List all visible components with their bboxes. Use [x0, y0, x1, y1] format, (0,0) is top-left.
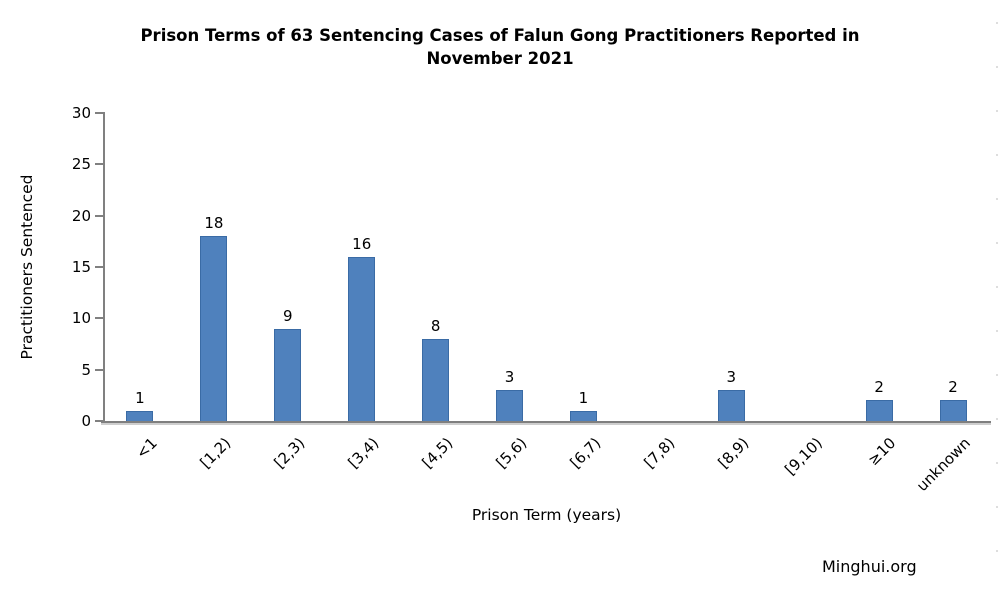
bar: [496, 390, 524, 421]
x-tick-label: [1,2): [196, 434, 235, 472]
y-tick: [95, 420, 104, 422]
y-tick-label: 15: [71, 258, 91, 276]
chart-title-line-1: Prison Terms of 63 Sentencing Cases of F…: [140, 26, 860, 45]
y-axis-title: Practitioners Sentenced: [18, 174, 36, 360]
watermark-minghui: Minghui.org: [822, 557, 917, 576]
y-tick: [95, 266, 104, 268]
y-tick-label: 30: [71, 104, 91, 122]
bar-value-label: 2: [874, 378, 884, 397]
y-tick: [95, 317, 104, 320]
bar: [422, 338, 450, 421]
bar-value-label: 1: [135, 388, 145, 407]
y-tick-label: 25: [71, 155, 91, 174]
bar-value-label: 1: [578, 388, 589, 407]
bar-value-label: 9: [283, 306, 293, 325]
x-tick-label: [3,4): [344, 434, 383, 472]
bar: [126, 410, 154, 421]
y-tick-label: 10: [71, 309, 91, 328]
chart-title-line-2: November 2021: [426, 49, 574, 68]
bar-value-label: 3: [726, 368, 737, 387]
x-tick-label: [6,7): [566, 434, 605, 472]
x-tick-label: <1: [132, 434, 161, 463]
bar: [865, 400, 893, 421]
bar: [569, 410, 597, 421]
y-tick: [95, 214, 104, 217]
x-tick-label: [4,5): [418, 434, 457, 472]
x-tick-label: [8,9): [714, 434, 753, 472]
x-tick-label: [2,3): [270, 434, 309, 472]
x-tick-label: [7,8): [640, 434, 679, 472]
bar-value-label: 16: [352, 234, 372, 253]
y-tick: [95, 368, 104, 371]
x-axis-title: Prison Term (years): [471, 506, 622, 524]
x-tick-label: unknown: [912, 434, 974, 495]
y-tick-label: 0: [81, 412, 91, 430]
bar-value-label: 8: [430, 316, 441, 335]
bar: [348, 256, 376, 421]
x-tick-label: [5,6): [492, 434, 531, 472]
bar: [200, 236, 228, 421]
right-edge-dots-decoration: [996, 22, 998, 582]
bar-value-label: 18: [204, 214, 224, 233]
bar-value-label: 3: [504, 368, 515, 387]
bar-value-label: 2: [948, 378, 958, 397]
y-axis-line: [103, 112, 105, 423]
x-axis-line: [101, 421, 991, 423]
bar: [274, 328, 302, 421]
chart-title: Prison Terms of 63 Sentencing Cases of F…: [0, 24, 1000, 70]
bar: [717, 390, 745, 421]
y-tick-label: 5: [81, 360, 91, 379]
y-tick: [95, 163, 104, 166]
x-tick-label: [9,10): [781, 434, 826, 479]
y-tick-label: 20: [71, 206, 91, 225]
bar: [939, 400, 967, 421]
y-tick: [95, 112, 104, 114]
x-tick-label: ≥10: [864, 434, 900, 470]
